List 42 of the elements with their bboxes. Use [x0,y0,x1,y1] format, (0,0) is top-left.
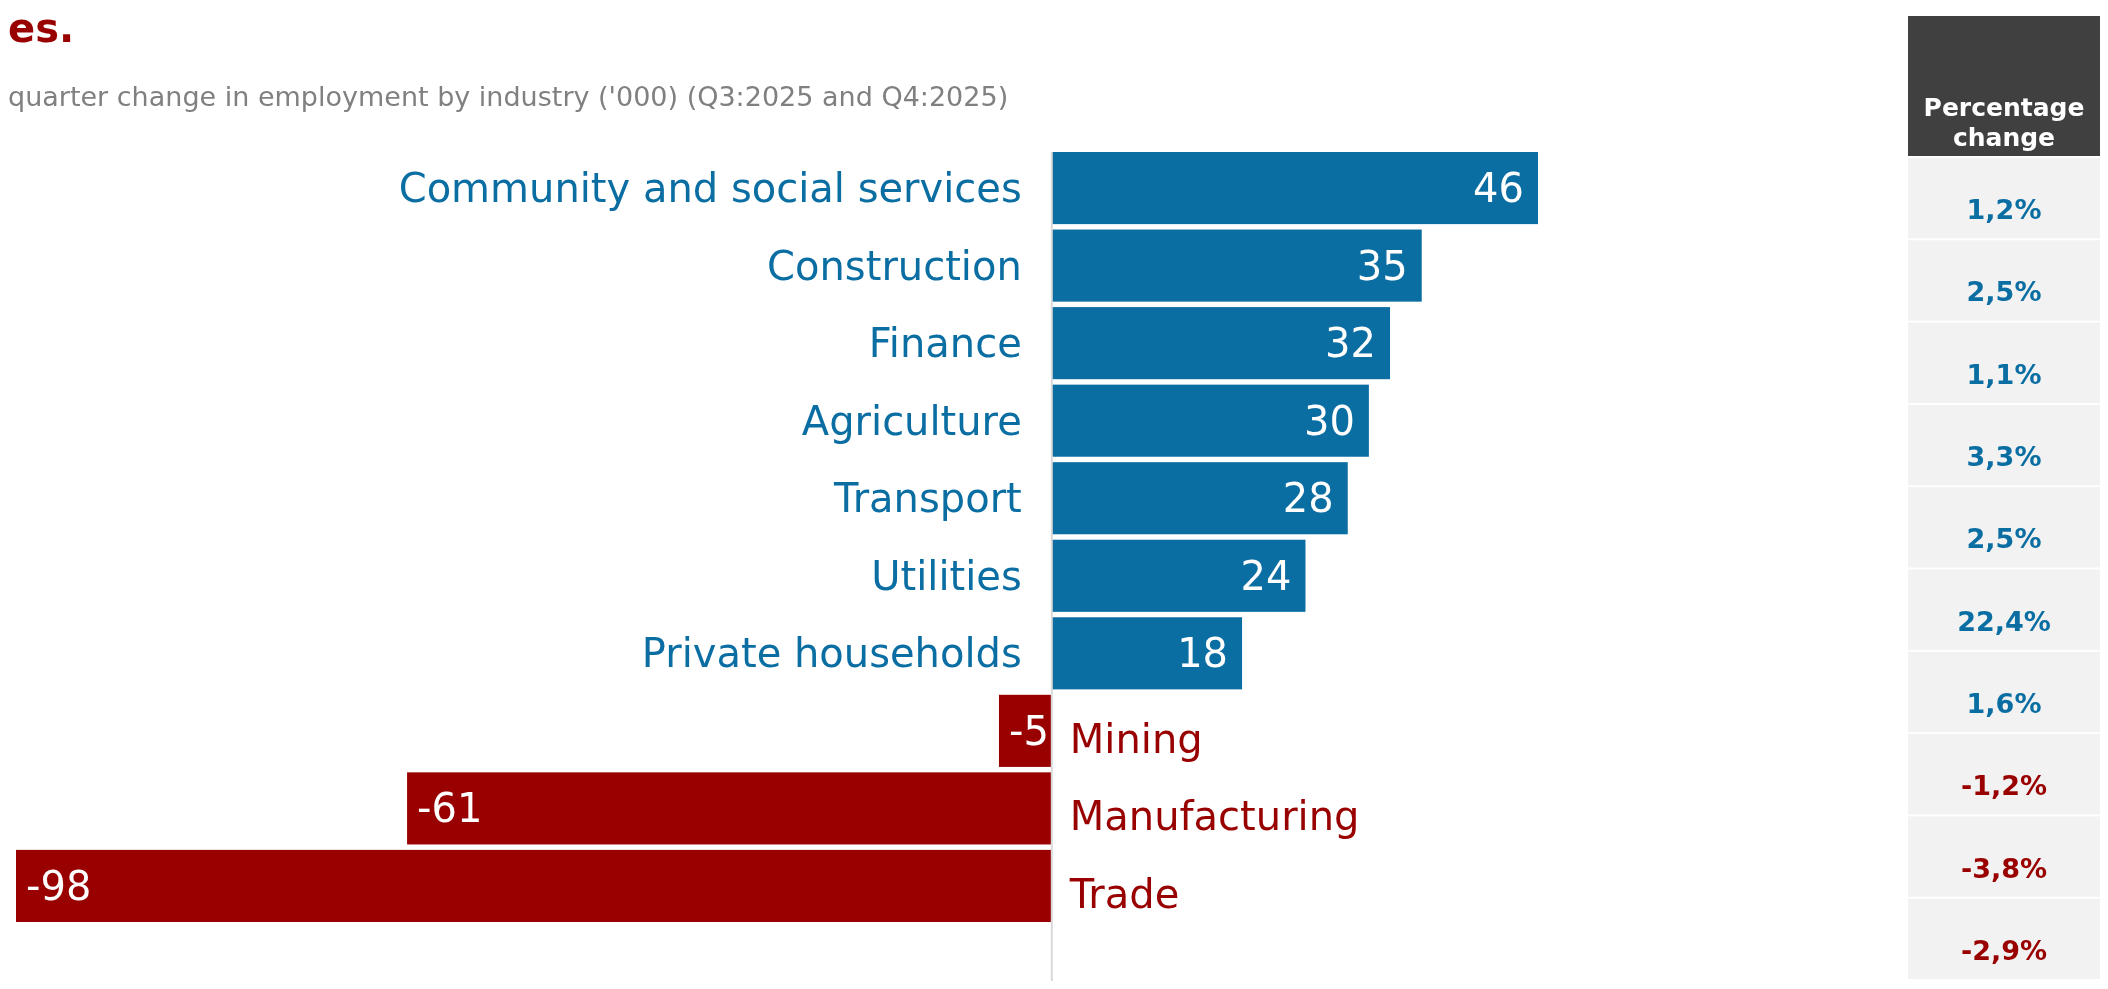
text: 1,1% [1966,358,2042,390]
bar [1051,152,1538,225]
text: Percentage change [1923,93,2085,152]
data-label: 32 [1325,320,1377,367]
data-label: 28 [1282,475,1334,522]
y-tick-label: Private households [641,630,1022,677]
data-label: 46 [1473,165,1524,212]
text: 2,5% [1966,523,2042,555]
text: 3,3% [1966,441,2042,473]
y-tick-label: Utilities [871,552,1022,599]
text: 1,6% [1966,687,2042,719]
y-tick-label: Trade [1068,870,1180,917]
bar [16,849,1052,922]
text: -1,2% [1960,770,2048,802]
bar [1051,539,1306,612]
bar [1051,462,1348,535]
text: 22,4% [1957,605,2051,637]
text: 2,5% [1966,276,2042,308]
bar [407,772,1052,845]
data-label: -61 [417,785,483,832]
data-label: 24 [1240,552,1292,599]
bar [1051,307,1391,380]
y-tick-label: Finance [868,320,1022,367]
bar [1051,384,1369,457]
text: 1,2% [1966,194,2042,226]
y-tick-label: Manufacturing [1069,793,1360,840]
data-label: 35 [1356,242,1408,289]
text: -2,9% [1960,934,2048,966]
data-label: 18 [1177,630,1229,677]
data-label: 30 [1303,397,1355,444]
y-tick-label: Mining [1069,715,1203,762]
bar [1051,229,1422,302]
y-tick-label: Transport [833,475,1022,522]
y-tick-label: Community and social services [398,165,1022,212]
data-label: -5 [1008,707,1049,754]
data-label: -98 [26,862,92,909]
y-tick-label: Construction [767,242,1022,289]
bar [1051,617,1243,690]
chart-subtitle: quarter change in employment by industry ('000) (Q3:2025 and Q4:2025) [8,81,1009,112]
text: -3,8% [1960,852,2048,884]
y-tick-label: Agriculture [801,397,1022,444]
chart-title: es. [8,5,75,51]
